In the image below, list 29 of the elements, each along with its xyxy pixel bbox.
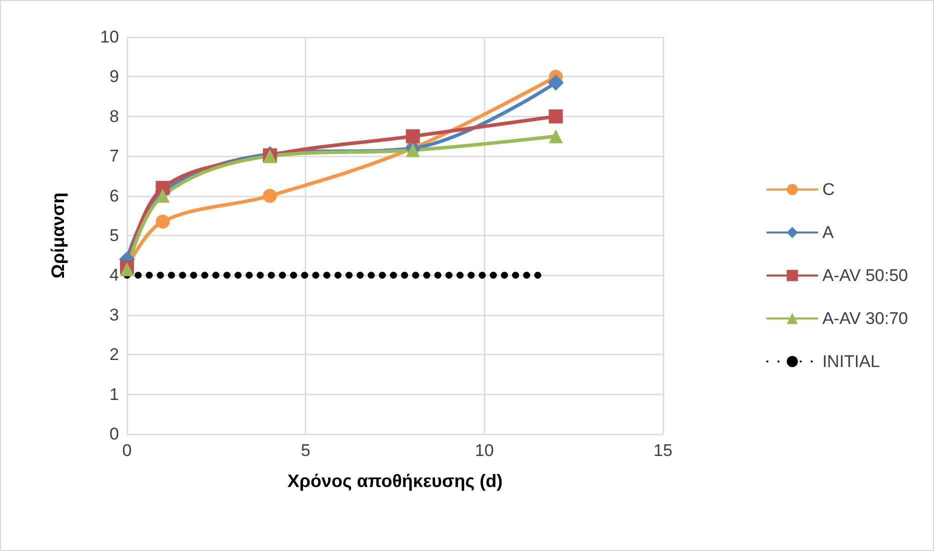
- point: [548, 109, 563, 124]
- point: [548, 74, 564, 91]
- y-tick-label: 0: [110, 424, 119, 444]
- y-tick-label: 6: [110, 186, 119, 206]
- y-tick-label: 5: [110, 226, 119, 245]
- y-tick-label: 4: [110, 266, 119, 285]
- y-tick-label: 1: [110, 384, 119, 404]
- legend-label: INITIAL: [822, 352, 880, 371]
- y-tick-label: 2: [110, 345, 119, 364]
- legend-label: A-AV 50:50: [822, 266, 908, 285]
- y-tick-label: 3: [110, 305, 119, 324]
- x-tick-label: 5: [300, 441, 310, 460]
- point: [156, 180, 170, 195]
- point: [156, 214, 170, 229]
- x-tick-label: 15: [654, 441, 672, 460]
- legend-label: A-AV 30:70: [822, 309, 908, 328]
- point: [406, 129, 420, 144]
- x-axis-title: Χρόνος αποθήκευσης (d): [287, 471, 503, 491]
- legend-label: C: [822, 180, 835, 199]
- x-tick-label: 10: [474, 441, 494, 460]
- y-axis-title: Ωρίμανση: [48, 192, 68, 278]
- y-tick-label: 10: [100, 28, 119, 46]
- point: [548, 129, 563, 144]
- legend-label: A: [822, 223, 834, 242]
- point: [262, 188, 277, 203]
- x-tick-label: 0: [122, 441, 132, 460]
- y-tick-label: 9: [110, 67, 119, 86]
- y-tick-label: 8: [110, 106, 119, 126]
- y-tick-label: 7: [110, 146, 119, 166]
